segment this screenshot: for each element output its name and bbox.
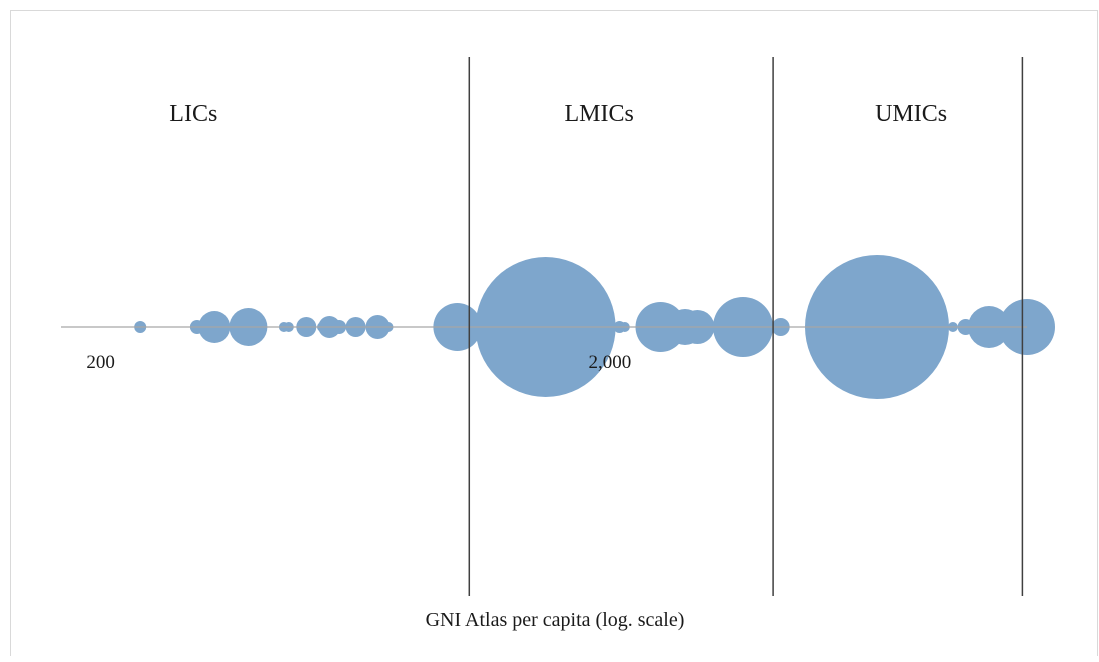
region-label-lmics: LMICs xyxy=(565,101,634,127)
chart-frame: LICs LMICs UMICs 200 2,000 GNI Atlas per ca… xyxy=(10,10,1098,656)
x-tick-label-1: 200 xyxy=(86,352,115,373)
region-label-lics: LICs xyxy=(169,101,217,127)
x-tick-label-2: 2,000 xyxy=(589,352,632,373)
bubble-chart: LICs LMICs UMICs 200 2,000 GNI Atlas per ca… xyxy=(61,57,1055,631)
x-tick-labels: 200 2,000 xyxy=(86,352,631,373)
x-axis-label: GNI Atlas per capita (log. scale) xyxy=(426,609,685,631)
threshold-lines xyxy=(468,57,1024,596)
region-label-umics: UMICs xyxy=(875,101,947,127)
region-labels: LICs LMICs UMICs xyxy=(169,101,947,127)
